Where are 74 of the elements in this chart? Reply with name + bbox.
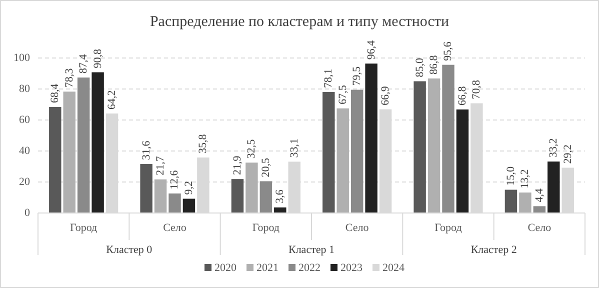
- legend-label: 2023: [340, 262, 363, 274]
- data-label: 3,6: [274, 189, 286, 204]
- data-label: 67,5: [336, 84, 349, 104]
- data-label: 87,4: [78, 54, 90, 74]
- data-label: 33,2: [548, 138, 560, 158]
- data-label: 29,2: [562, 144, 574, 164]
- bar: [168, 193, 181, 213]
- data-label: 20,5: [260, 157, 272, 178]
- bar: [182, 198, 196, 213]
- bar: [154, 179, 167, 213]
- data-label: 66,9: [380, 86, 392, 106]
- bar: [63, 92, 76, 213]
- data-label: 31,6: [140, 140, 152, 160]
- bar: [548, 162, 560, 213]
- data-label: 9,2: [182, 180, 195, 195]
- bar: [246, 162, 258, 213]
- data-label: 70,8: [470, 80, 483, 100]
- y-tick-label: 100: [14, 52, 30, 64]
- data-label: 86,8: [428, 54, 440, 74]
- data-label: 79,5: [351, 66, 364, 86]
- data-label: 33,1: [288, 138, 300, 158]
- bar: [533, 206, 546, 213]
- x-tick-label: Город: [70, 222, 98, 234]
- bar: [428, 78, 440, 213]
- legend-label: 2022: [298, 262, 320, 274]
- y-tick-label: 0: [24, 207, 30, 219]
- bar: [231, 179, 244, 213]
- data-label: 85,0: [414, 58, 426, 78]
- data-label: 35,8: [197, 134, 210, 154]
- data-label: 78,1: [322, 68, 335, 88]
- x-tick-label: Город: [252, 222, 280, 234]
- x-tick-label: Село: [163, 222, 187, 234]
- x-tick-label: Село: [345, 222, 370, 234]
- data-label: 21,7: [154, 156, 167, 176]
- data-label: 96,4: [365, 40, 378, 60]
- bar: [336, 108, 349, 213]
- data-label: 4,4: [533, 188, 546, 202]
- text: Кластер 0: [106, 244, 153, 256]
- data-label: 13,2: [519, 169, 532, 189]
- chart-title: Распределение по кластерам и типу местности: [150, 14, 450, 30]
- y-tick-label: 60: [19, 114, 30, 126]
- bar: [365, 64, 378, 213]
- legend-label: 2020: [214, 262, 237, 274]
- text: Кластер 2: [470, 244, 517, 256]
- legend-label: 2021: [256, 262, 278, 274]
- bar: [350, 90, 364, 213]
- legend-label: 2024: [382, 262, 405, 274]
- bar: [456, 109, 469, 213]
- data-label: 12,6: [168, 170, 181, 190]
- y-tick-label: 40: [19, 145, 30, 157]
- data-label: 78,3: [63, 68, 76, 88]
- y-tick-label: 20: [19, 176, 30, 188]
- bar: [519, 192, 532, 213]
- bar: [504, 190, 518, 213]
- data-label: 15,0: [504, 166, 517, 186]
- data-label: 32,5: [246, 138, 258, 159]
- text: Кластер 1: [288, 244, 335, 256]
- bar: [322, 92, 335, 213]
- bar: [92, 72, 104, 213]
- data-label: 90,8: [92, 48, 104, 68]
- data-label: 64,2: [106, 90, 118, 110]
- bar: [140, 164, 152, 213]
- bar: [77, 78, 90, 213]
- bar: [414, 81, 426, 213]
- data-label: 21,9: [231, 155, 244, 176]
- data-label: 66,8: [456, 86, 468, 106]
- data-label: 95,6: [442, 41, 454, 61]
- bar: [49, 106, 62, 213]
- x-tick-label: Город: [434, 222, 462, 234]
- bar: [260, 181, 272, 213]
- data-label: 68,4: [49, 83, 62, 103]
- y-tick-label: 80: [19, 83, 30, 95]
- bar: [442, 64, 454, 213]
- x-tick-label: Село: [528, 222, 552, 234]
